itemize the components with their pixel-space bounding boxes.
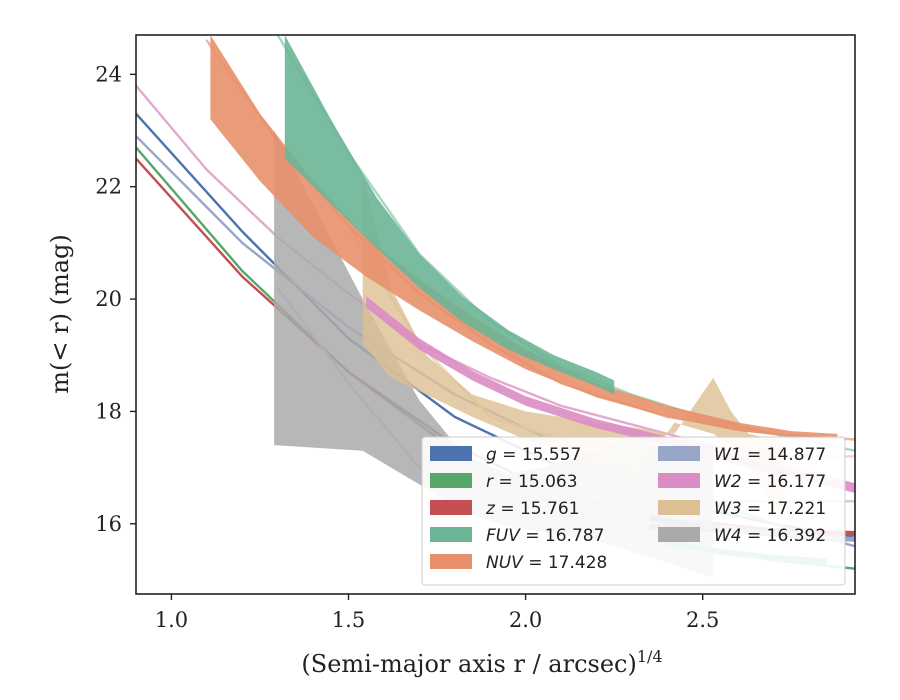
legend-label-var: FUV bbox=[486, 526, 521, 546]
legend-swatch-w4 bbox=[658, 527, 700, 542]
legend-label-w2: W2 = 16.177 bbox=[714, 472, 826, 492]
legend-swatch-z bbox=[430, 500, 472, 515]
legend-swatch-nuv bbox=[430, 554, 472, 569]
x-tick-label: 1.0 bbox=[155, 608, 188, 632]
y-tick-label: 20 bbox=[95, 287, 122, 311]
legend-swatch-w2 bbox=[658, 473, 700, 488]
y-tick-label: 18 bbox=[95, 399, 122, 423]
legend-label-value: = 16.392 bbox=[742, 526, 827, 546]
legend-label-value: = 16.787 bbox=[520, 526, 605, 546]
legend-label-var: W4 bbox=[714, 526, 742, 546]
x-tick-label: 2.5 bbox=[686, 608, 719, 632]
legend-swatch-g bbox=[430, 446, 472, 461]
legend-label-w4: W4 = 16.392 bbox=[714, 526, 826, 546]
legend-label-g: g = 15.557 bbox=[486, 445, 581, 465]
legend-label-r: r = 15.063 bbox=[486, 472, 578, 492]
plot-frame bbox=[135, 34, 856, 595]
x-tick-label: 2.0 bbox=[509, 608, 542, 632]
legend-label-value: = 17.221 bbox=[742, 499, 827, 519]
y-tick-label: 22 bbox=[95, 175, 122, 199]
band-w3-1 bbox=[362, 175, 785, 507]
legend-swatch-r bbox=[430, 473, 472, 488]
legend-label-w3: W3 = 17.221 bbox=[714, 499, 826, 519]
x-axis-title-superscript: 1/4 bbox=[637, 647, 663, 666]
band-nuv-3 bbox=[210, 35, 838, 440]
y-axis-ticks: 16 18 20 22 24 bbox=[95, 62, 136, 536]
legend-label-var: W2 bbox=[714, 472, 742, 492]
x-tick-label: 1.5 bbox=[332, 608, 365, 632]
x-axis-title: (Semi-major axis r / arcsec)1/4 bbox=[301, 647, 662, 678]
legend-label-fuv: FUV = 16.787 bbox=[486, 526, 604, 546]
legend-label-value: = 15.761 bbox=[495, 499, 580, 519]
legend-swatch-fuv bbox=[430, 527, 472, 542]
legend-label-var: W1 bbox=[714, 445, 742, 465]
legend-label-value: = 16.177 bbox=[742, 472, 827, 492]
legend-label-value: = 15.063 bbox=[493, 472, 578, 492]
legend-swatch-w1 bbox=[658, 446, 700, 461]
legend-swatch-w3 bbox=[658, 500, 700, 515]
legend-label-var: W3 bbox=[714, 499, 742, 519]
y-tick-label: 16 bbox=[95, 512, 122, 536]
legend-label-var: z bbox=[485, 499, 496, 519]
legend-label-value: = 15.557 bbox=[497, 445, 582, 465]
x-axis-title-main: (Semi-major axis r / arcsec) bbox=[301, 650, 636, 678]
legend-frame bbox=[421, 436, 846, 586]
legend-label-var: g bbox=[486, 445, 497, 465]
legend-label-value: = 14.877 bbox=[742, 445, 827, 465]
legend-label-nuv: NUV = 17.428 bbox=[486, 553, 607, 573]
legend-label-var: r bbox=[486, 472, 494, 492]
legend-label-z: z = 15.761 bbox=[485, 499, 579, 519]
legend-label-w1: W1 = 14.877 bbox=[714, 445, 826, 465]
y-axis-title: m(< r) (mag) bbox=[46, 234, 74, 393]
legend-label-value: = 17.428 bbox=[523, 553, 608, 573]
y-tick-label: 24 bbox=[95, 62, 122, 86]
band-fuv-4 bbox=[284, 35, 615, 395]
x-axis-ticks: 1.0 1.5 2.0 2.5 bbox=[155, 594, 719, 632]
legend-label-var: NUV bbox=[486, 553, 524, 573]
